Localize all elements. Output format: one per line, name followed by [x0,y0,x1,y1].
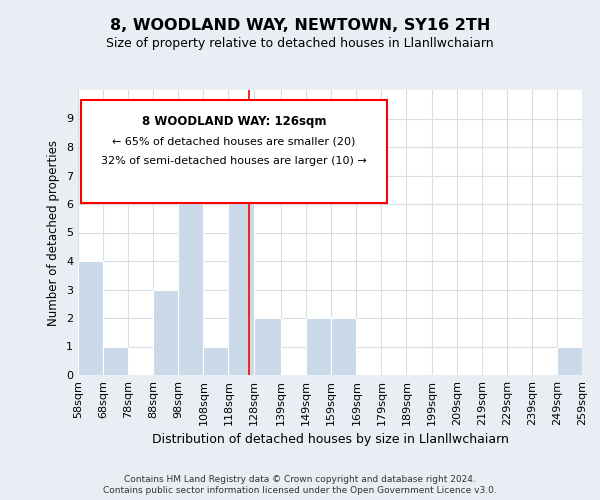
Y-axis label: Number of detached properties: Number of detached properties [47,140,61,326]
Bar [229,147,254,375]
Text: 8, WOODLAND WAY, NEWTOWN, SY16 2TH: 8, WOODLAND WAY, NEWTOWN, SY16 2TH [110,18,490,32]
Bar [153,290,178,375]
Text: ← 65% of detached houses are smaller (20): ← 65% of detached houses are smaller (20… [112,136,356,146]
Text: Size of property relative to detached houses in Llanllwchaiarn: Size of property relative to detached ho… [106,38,494,51]
Bar [103,346,128,375]
Text: 32% of semi-detached houses are larger (10) →: 32% of semi-detached houses are larger (… [101,156,367,166]
Bar [78,261,103,375]
Text: Contains public sector information licensed under the Open Government Licence v3: Contains public sector information licen… [103,486,497,495]
Text: 8 WOODLAND WAY: 126sqm: 8 WOODLAND WAY: 126sqm [142,115,326,128]
Bar [203,346,229,375]
Text: Contains HM Land Registry data © Crown copyright and database right 2024.: Contains HM Land Registry data © Crown c… [124,475,476,484]
Bar [331,318,356,375]
Bar [254,318,281,375]
Bar [178,176,203,375]
X-axis label: Distribution of detached houses by size in Llanllwchaiarn: Distribution of detached houses by size … [152,434,508,446]
Bar [557,346,582,375]
Bar [306,318,331,375]
